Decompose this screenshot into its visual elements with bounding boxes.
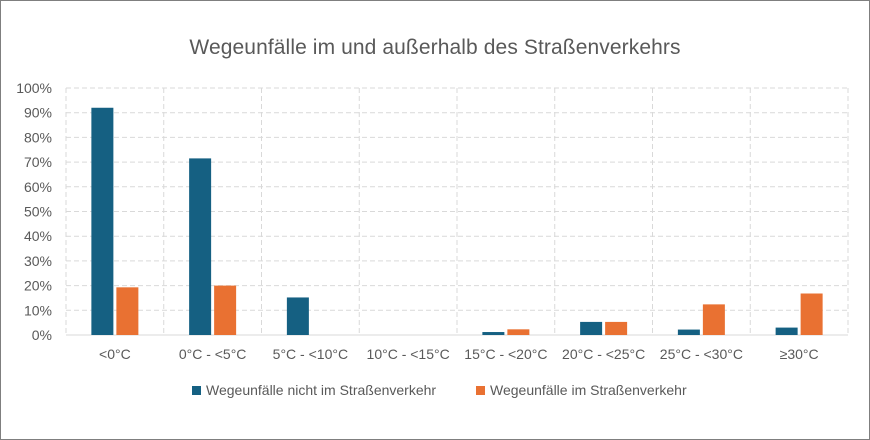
bar-series-1 <box>189 158 212 335</box>
legend-swatch-series-1 <box>192 385 201 395</box>
x-tick-label: 15°C - <20°C <box>464 346 547 362</box>
chart-legend: Wegeunfälle nicht im Straßenverkehr Wege… <box>0 382 870 402</box>
legend-label-series-1: Wegeunfälle nicht im Straßenverkehr <box>206 382 437 398</box>
legend-item-series-2: Wegeunfälle im Straßenverkehr <box>476 382 687 398</box>
bar-series-2 <box>605 321 628 335</box>
bar-series-1 <box>580 321 603 335</box>
y-tick-label: 60% <box>24 179 52 195</box>
x-tick-label: 20°C - <25°C <box>562 346 645 362</box>
y-tick-label: 70% <box>24 154 52 170</box>
legend-label-series-2: Wegeunfälle im Straßenverkehr <box>490 382 687 398</box>
bar-series-2 <box>214 285 237 335</box>
x-tick-label: 5°C - <10°C <box>273 346 348 362</box>
bar-series-1 <box>91 107 114 335</box>
bar-series-1 <box>482 332 505 335</box>
x-tick-label: 10°C - <15°C <box>367 346 450 362</box>
bar-series-1 <box>677 329 700 335</box>
x-tick-label: <0°C <box>99 346 131 362</box>
y-tick-label: 100% <box>16 80 52 96</box>
y-tick-label: 90% <box>24 105 52 121</box>
y-tick-label: 20% <box>24 278 52 294</box>
y-tick-label: 50% <box>24 204 52 220</box>
x-tick-label: 0°C - <5°C <box>179 346 247 362</box>
bar-series-2 <box>116 287 139 335</box>
legend-item-series-1: Wegeunfälle nicht im Straßenverkehr <box>192 382 436 398</box>
y-tick-label: 40% <box>24 228 52 244</box>
x-tick-label: ≥30°C <box>780 346 819 362</box>
y-tick-label: 0% <box>32 327 52 343</box>
legend-swatch-series-2 <box>476 385 485 395</box>
y-tick-label: 30% <box>24 253 52 269</box>
bar-series-1 <box>775 327 798 335</box>
bar-series-2 <box>702 304 725 335</box>
bar-series-2 <box>507 329 530 335</box>
bar-series-2 <box>800 293 823 335</box>
y-tick-label: 80% <box>24 129 52 145</box>
x-tick-label: 25°C - <30°C <box>660 346 743 362</box>
bar-series-1 <box>286 297 309 335</box>
y-tick-label: 10% <box>24 302 52 318</box>
chart-title: Wegeunfälle im und außerhalb des Straßen… <box>189 36 681 59</box>
